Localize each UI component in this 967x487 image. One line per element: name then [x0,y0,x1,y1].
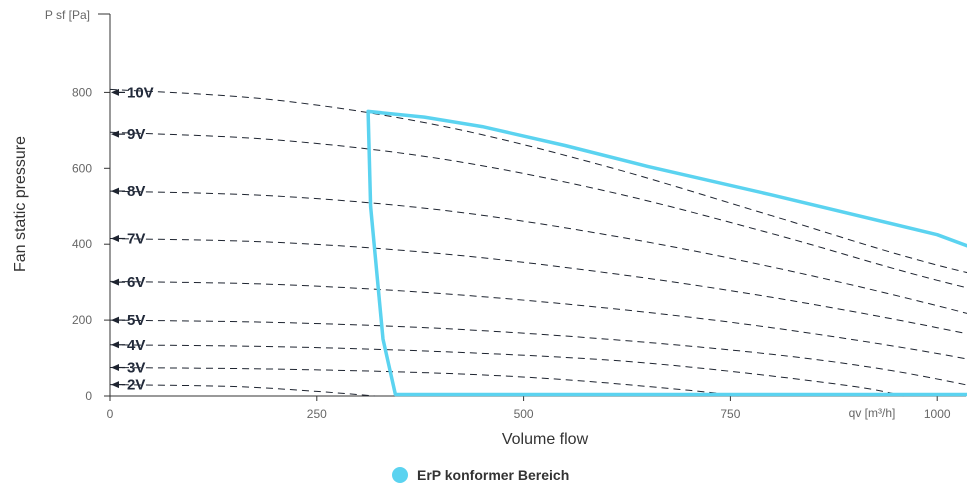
x-tick-label: 500 [514,407,534,421]
voltage-label-8v: 8V [127,183,145,200]
x-tick-label: 0 [107,407,114,421]
axes [98,13,966,397]
y-axis-title: Fan static pressure [12,136,29,272]
voltage-label-9v: 9V [127,126,145,143]
x-unit-label: qv [m³/h] [849,406,896,420]
y-tick-label: 600 [72,161,92,175]
voltage-label-3v: 3V [127,360,145,377]
curve-9v [109,131,967,289]
legend-swatch-icon [392,467,408,483]
y-tick-label: 400 [72,237,92,251]
arrow-left-icon [111,278,119,286]
y-tick-label: 200 [72,313,92,327]
curve-7v [109,238,967,335]
voltage-label-4v: 4V [127,337,145,354]
voltage-label-7v: 7V [127,231,145,248]
y-tick-label: 800 [72,85,92,99]
y-unit-label: P sf [Pa] [45,8,90,22]
arrow-left-icon [111,235,119,242]
voltage-label-6v: 6V [127,274,145,291]
voltage-curves [109,88,967,397]
x-tick-label: 750 [720,407,740,421]
legend[interactable]: ErP konformer Bereich [392,467,569,483]
arrow-left-icon [111,316,119,324]
x-axis-title: Volume flow [502,431,589,448]
voltage-label-10v: 10V [127,84,154,101]
arrow-left-icon [111,381,119,389]
arrow-left-icon [111,88,119,96]
x-ticks: 025050075010001250 [107,396,951,421]
arrow-left-icon [111,341,119,349]
erp-region-group [366,109,967,397]
y-ticks: 0 200 400 600 800 [72,85,110,403]
curve-10v [109,88,967,274]
curve-3v [109,367,739,397]
x-tick-label: 250 [307,407,327,421]
voltage-label-2v: 2V [127,377,145,394]
curve-4v [109,344,905,397]
voltage-label-5v: 5V [127,312,145,329]
curve-6v [109,280,967,360]
y-tick-label: 0 [85,389,92,403]
x-tick-label: 1000 [924,407,951,421]
erp-region-outline [366,109,967,397]
arrow-left-icon [111,187,119,195]
curve-2v [109,384,375,397]
arrow-left-icon [111,130,119,138]
curve-8v [109,190,967,314]
arrow-left-icon [111,364,119,371]
curve-5v [109,319,967,386]
legend-label: ErP konformer Bereich [417,467,569,483]
